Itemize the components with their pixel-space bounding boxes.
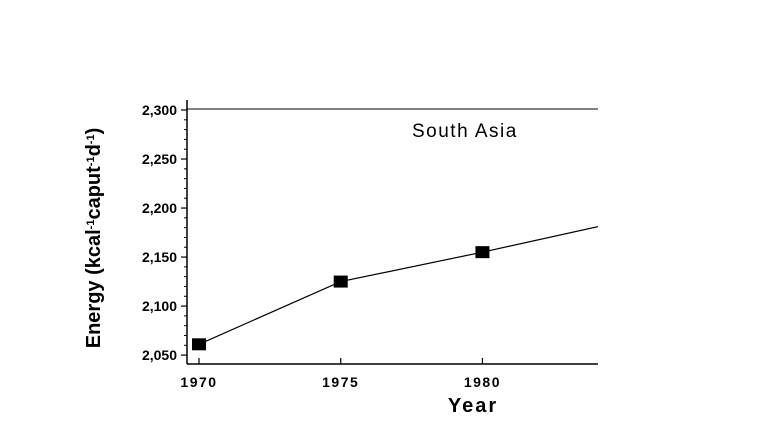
y-tick-label: 2,200 (142, 200, 177, 216)
x-tick-label: 1985 (606, 374, 643, 390)
x-tick-label: 1975 (322, 374, 359, 390)
x-tick-label: 1970 (180, 374, 217, 390)
y-tick-label: 2,050 (142, 347, 177, 363)
chart-annotation: South Asia (412, 121, 518, 142)
x-axis-title: Year (448, 395, 498, 417)
data-point-marker (192, 338, 206, 351)
data-point-marker (333, 275, 348, 288)
y-tick-label: 2,100 (142, 298, 177, 314)
y-tick-label: 2,250 (142, 151, 177, 167)
data-point-marker (475, 246, 490, 259)
y-axis-title: Energy (kcal-1caput-1d-1) (83, 128, 105, 349)
y-tick-label: 2,300 (142, 102, 177, 118)
x-tick-label: 1980 (464, 374, 501, 390)
y-tick-label: 2,150 (142, 249, 177, 265)
data-point-marker (617, 215, 631, 227)
series-line (198, 225, 598, 345)
